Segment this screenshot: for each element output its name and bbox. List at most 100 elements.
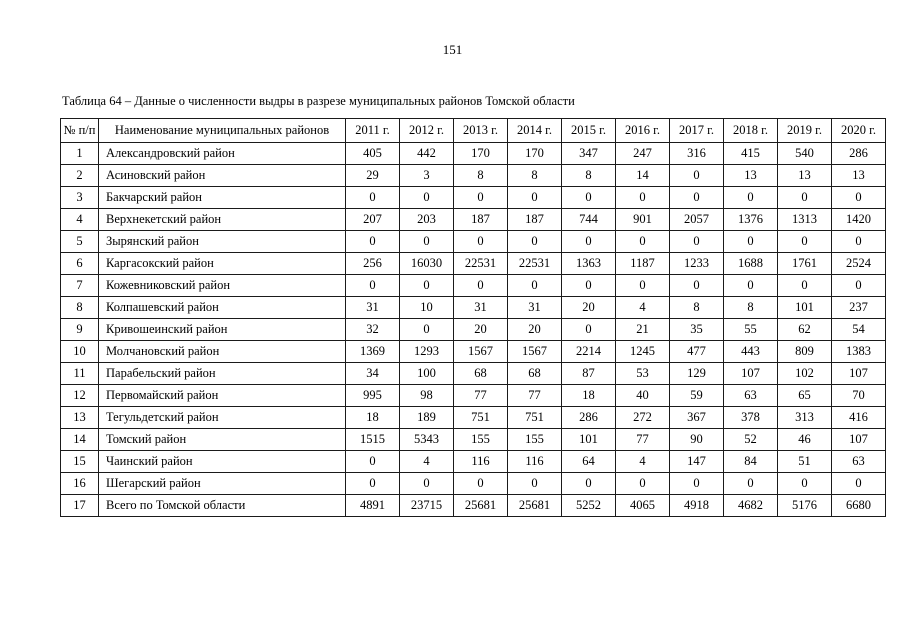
value-cell: 443 xyxy=(723,340,778,363)
table-header-row: № п/п Наименование муниципальных районов 2… xyxy=(60,118,886,143)
value-cell: 0 xyxy=(831,230,886,253)
value-cell: 751 xyxy=(507,406,562,429)
value-cell: 2057 xyxy=(669,208,724,231)
table-row: 13 Тегульдетский район 18 189 751 751 286 272 36… xyxy=(60,406,886,429)
value-cell: 4682 xyxy=(723,494,778,517)
value-cell: 0 xyxy=(723,274,778,297)
value-cell: 995 xyxy=(345,384,400,407)
table-row: 1 Александровский район 405 442 170 170 347 247… xyxy=(60,142,886,165)
value-cell: 347 xyxy=(561,142,616,165)
value-cell: 55 xyxy=(723,318,778,341)
table-row: 7 Кожевниковский район 0 0 0 0 0 0 0 0 0 0 xyxy=(60,274,886,297)
value-cell: 1376 xyxy=(723,208,778,231)
value-cell: 0 xyxy=(453,472,508,495)
value-cell: 107 xyxy=(723,362,778,385)
value-cell: 0 xyxy=(345,274,400,297)
value-cell: 187 xyxy=(507,208,562,231)
value-cell: 8 xyxy=(561,164,616,187)
row-number-cell: 15 xyxy=(60,450,99,473)
value-cell: 0 xyxy=(831,274,886,297)
value-cell: 0 xyxy=(399,274,454,297)
value-cell: 6680 xyxy=(831,494,886,517)
value-cell: 1420 xyxy=(831,208,886,231)
district-name-cell: Колпашевский район xyxy=(98,296,346,319)
column-header: 2012 г. xyxy=(399,118,454,143)
value-cell: 415 xyxy=(723,142,778,165)
value-cell: 147 xyxy=(669,450,724,473)
district-name-cell: Бакчарский район xyxy=(98,186,346,209)
value-cell: 107 xyxy=(831,428,886,451)
value-cell: 1688 xyxy=(723,252,778,275)
value-cell: 68 xyxy=(507,362,562,385)
column-header: Наименование муниципальных районов xyxy=(98,118,346,143)
value-cell: 4 xyxy=(615,450,670,473)
value-cell: 1383 xyxy=(831,340,886,363)
value-cell: 751 xyxy=(453,406,508,429)
row-number-cell: 12 xyxy=(60,384,99,407)
value-cell: 0 xyxy=(831,186,886,209)
table-row: 2 Асиновский район 29 3 8 8 8 14 0 13 13 13 xyxy=(60,164,886,187)
table-row: 11 Парабельский район 34 100 68 68 87 53 129 107 1… xyxy=(60,362,886,385)
value-cell: 3 xyxy=(399,164,454,187)
district-name-cell: Молчановский район xyxy=(98,340,346,363)
value-cell: 901 xyxy=(615,208,670,231)
value-cell: 0 xyxy=(615,274,670,297)
value-cell: 155 xyxy=(453,428,508,451)
value-cell: 107 xyxy=(831,362,886,385)
value-cell: 316 xyxy=(669,142,724,165)
value-cell: 116 xyxy=(507,450,562,473)
value-cell: 59 xyxy=(669,384,724,407)
value-cell: 14 xyxy=(615,164,670,187)
table-row: 6 Каргасокский район 256 16030 22531 22531 136… xyxy=(60,252,886,275)
value-cell: 2524 xyxy=(831,252,886,275)
table-row: 10 Молчановский район 1369 1293 1567 1567 2214… xyxy=(60,340,886,363)
value-cell: 0 xyxy=(345,450,400,473)
value-cell: 20 xyxy=(507,318,562,341)
value-cell: 272 xyxy=(615,406,670,429)
value-cell: 34 xyxy=(345,362,400,385)
value-cell: 46 xyxy=(777,428,832,451)
value-cell: 378 xyxy=(723,406,778,429)
value-cell: 51 xyxy=(777,450,832,473)
value-cell: 1515 xyxy=(345,428,400,451)
table-row: 17 Всего по Томской области 4891 23715 25681… xyxy=(60,494,886,517)
value-cell: 1761 xyxy=(777,252,832,275)
value-cell: 809 xyxy=(777,340,832,363)
value-cell: 22531 xyxy=(507,252,562,275)
value-cell: 0 xyxy=(615,472,670,495)
value-cell: 0 xyxy=(669,472,724,495)
value-cell: 77 xyxy=(453,384,508,407)
value-cell: 129 xyxy=(669,362,724,385)
value-cell: 0 xyxy=(345,186,400,209)
value-cell: 31 xyxy=(345,296,400,319)
value-cell: 0 xyxy=(561,318,616,341)
value-cell: 0 xyxy=(561,274,616,297)
value-cell: 16030 xyxy=(399,252,454,275)
value-cell: 87 xyxy=(561,362,616,385)
row-number-cell: 16 xyxy=(60,472,99,495)
otter-population-table: № п/п Наименование муниципальных районов 2… xyxy=(60,118,886,517)
value-cell: 1567 xyxy=(453,340,508,363)
district-name-cell: Верхнекетский район xyxy=(98,208,346,231)
value-cell: 286 xyxy=(831,142,886,165)
value-cell: 13 xyxy=(723,164,778,187)
district-name-cell: Первомайский район xyxy=(98,384,346,407)
row-number-cell: 7 xyxy=(60,274,99,297)
table-row: 8 Колпашевский район 31 10 31 31 20 4 8 8 101 237 xyxy=(60,296,886,319)
value-cell: 0 xyxy=(453,230,508,253)
table-row: 15 Чаинский район 0 4 116 116 64 4 147 84 51 63 xyxy=(60,450,886,473)
value-cell: 63 xyxy=(831,450,886,473)
row-number-cell: 8 xyxy=(60,296,99,319)
value-cell: 207 xyxy=(345,208,400,231)
value-cell: 0 xyxy=(777,472,832,495)
value-cell: 0 xyxy=(561,472,616,495)
value-cell: 405 xyxy=(345,142,400,165)
value-cell: 100 xyxy=(399,362,454,385)
row-number-cell: 10 xyxy=(60,340,99,363)
value-cell: 63 xyxy=(723,384,778,407)
value-cell: 65 xyxy=(777,384,832,407)
district-name-cell: Парабельский район xyxy=(98,362,346,385)
value-cell: 367 xyxy=(669,406,724,429)
value-cell: 8 xyxy=(453,164,508,187)
value-cell: 8 xyxy=(669,296,724,319)
